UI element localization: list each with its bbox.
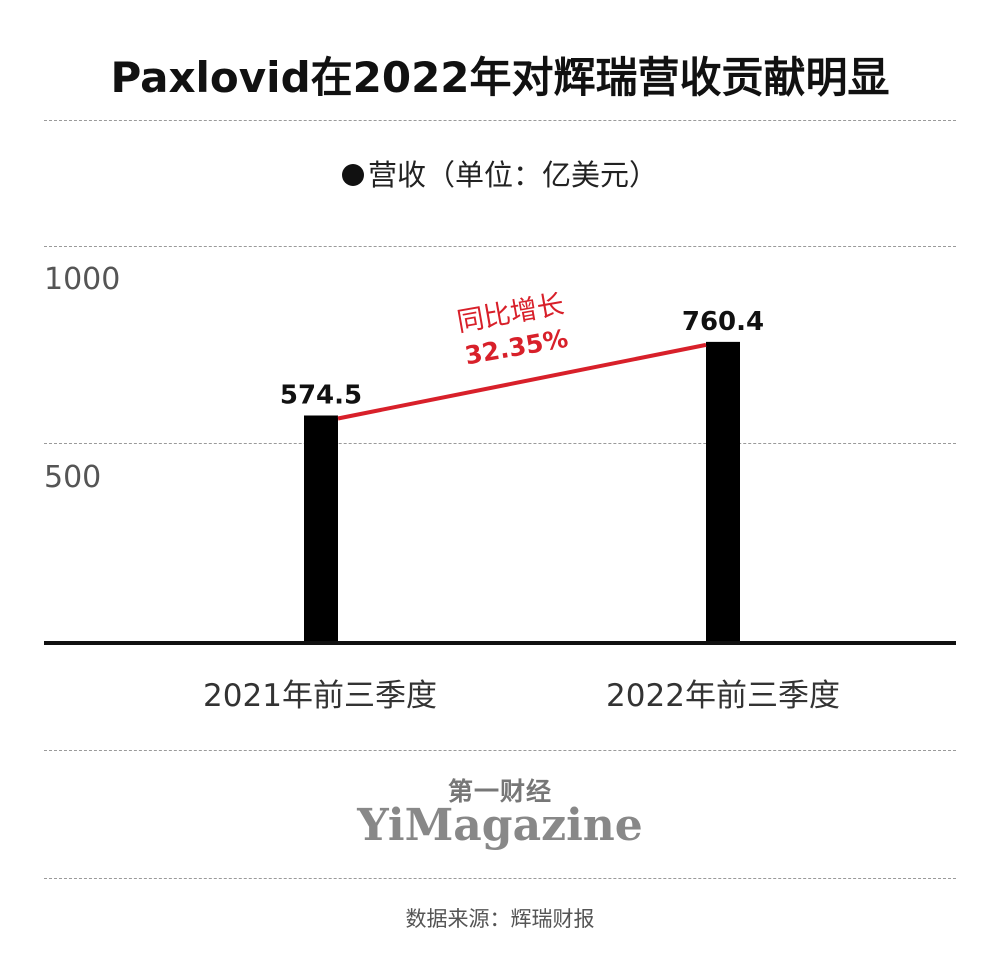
chart-title: Paxlovid在2022年对辉瑞营收贡献明显 (110, 53, 890, 102)
divider-middle (44, 750, 956, 751)
bar-label-2022: 760.4 (682, 307, 764, 337)
legend-label: 营收（单位：亿美元） (367, 158, 658, 192)
growth-line (337, 342, 707, 421)
x-category-2021: 2021年前三季度 (203, 678, 437, 714)
growth-annotation: 同比增长 32.35% (455, 289, 571, 370)
y-tick-1000: 1000 (44, 262, 121, 297)
divider-bottom (44, 878, 956, 879)
bar-2022 (706, 341, 740, 643)
x-category-2022: 2022年前三季度 (606, 678, 840, 714)
bar-2021 (304, 415, 338, 643)
y-tick-500: 500 (44, 460, 102, 495)
data-source: 数据来源：辉瑞财报 (405, 907, 595, 931)
gridline-500 (44, 443, 956, 444)
brand-chinese-name: 第一财经 (447, 777, 552, 806)
legend: 营收（单位：亿美元） (0, 152, 1000, 194)
brand-logo: YiMagazine (357, 800, 643, 851)
legend-dot-icon (341, 164, 364, 186)
gridline-1000 (44, 246, 956, 247)
divider-top (44, 120, 956, 121)
bar-label-2021: 574.5 (280, 380, 362, 410)
